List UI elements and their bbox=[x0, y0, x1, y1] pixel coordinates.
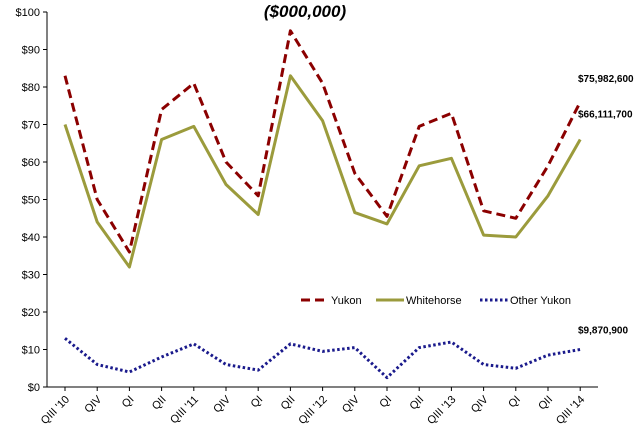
x-tick-label: QII bbox=[407, 394, 426, 413]
x-tick-label: QI bbox=[377, 394, 394, 411]
x-tick-label: QIV bbox=[211, 393, 233, 415]
series-line-other-yukon bbox=[64, 337, 581, 380]
y-tick-label: $60 bbox=[22, 157, 40, 169]
y-tick-label: $50 bbox=[22, 195, 40, 207]
end-value-label: $9,870,900 bbox=[578, 326, 628, 337]
y-tick-label: $90 bbox=[22, 45, 40, 57]
y-tick-label: $20 bbox=[22, 307, 40, 319]
y-tick-label: $100 bbox=[16, 7, 40, 19]
end-value-label: $66,111,700 bbox=[578, 110, 633, 121]
x-tick-label: QIII '12 bbox=[296, 394, 329, 427]
legend-label: Other Yukon bbox=[510, 295, 571, 307]
end-value-label: $75,982,600 bbox=[578, 74, 634, 85]
legend-label: Yukon bbox=[331, 295, 362, 307]
x-tick-label: QI bbox=[120, 394, 137, 411]
y-tick-label: $0 bbox=[28, 382, 40, 394]
x-tick-label: QII bbox=[536, 394, 555, 413]
y-tick-label: $30 bbox=[22, 270, 40, 282]
legend-label: Whitehorse bbox=[406, 295, 462, 307]
series-lines bbox=[63, 29, 582, 380]
x-tick-label: QIV bbox=[340, 393, 362, 415]
x-tick-label: QIII '14 bbox=[554, 394, 587, 427]
legend: Yukon Whitehorse Other Yukon bbox=[301, 295, 571, 307]
series-line-yukon bbox=[63, 29, 582, 254]
x-tick-label: QII bbox=[279, 394, 298, 413]
x-tick-label: QIII '11 bbox=[168, 394, 201, 427]
y-axis-ticks: $0 $10 $20 $30 $40 $50 $60 $70 $80 $90 $100 bbox=[16, 7, 47, 394]
x-tick-label: QIII '10 bbox=[39, 394, 72, 427]
end-value-labels: $75,982,600 $66,111,700 $9,870,900 bbox=[578, 74, 634, 337]
y-tick-label: $10 bbox=[22, 345, 40, 357]
y-tick-label: $80 bbox=[22, 82, 40, 94]
x-tick-label: QII bbox=[150, 394, 169, 413]
x-tick-label: QI bbox=[249, 394, 266, 411]
x-tick-label: QIII '13 bbox=[425, 394, 458, 427]
y-tick-label: $40 bbox=[22, 232, 40, 244]
x-tick-label: QI bbox=[506, 394, 523, 411]
series-line-whitehorse bbox=[63, 74, 582, 269]
x-tick-label: QIV bbox=[82, 393, 104, 415]
chart-title: ($000,000) bbox=[264, 2, 347, 21]
x-tick-label: QIV bbox=[469, 393, 491, 415]
y-tick-label: $70 bbox=[22, 120, 40, 132]
